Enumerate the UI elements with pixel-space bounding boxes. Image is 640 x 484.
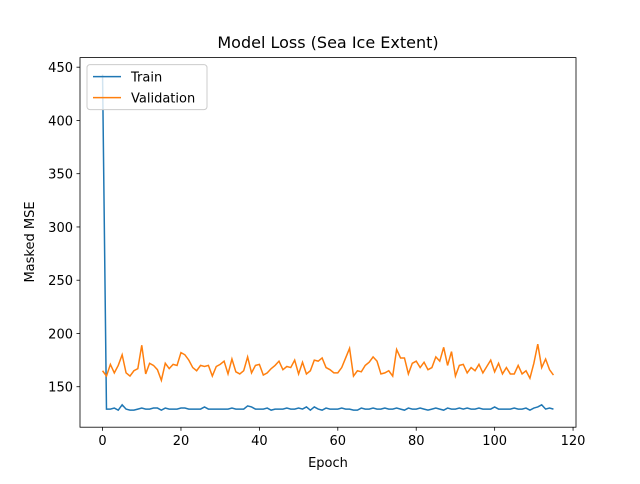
- line-series: [101, 343, 555, 383]
- line-series: [101, 74, 554, 412]
- y-tick-label: 150: [48, 381, 73, 396]
- legend-label: Train: [130, 71, 162, 86]
- x-tick-label: 20: [173, 434, 190, 449]
- x-tick-label: 60: [330, 434, 347, 449]
- axes-frame: [79, 57, 577, 428]
- y-tick-label: 400: [48, 114, 73, 129]
- legend-label: Validation: [131, 92, 195, 107]
- y-tick-label: 200: [48, 327, 73, 342]
- x-tick-label: 120: [561, 434, 586, 449]
- y-axis-label: Masked MSE: [23, 201, 38, 282]
- x-tick-label: 40: [251, 434, 268, 449]
- chart-title: Model Loss (Sea Ice Extent): [217, 33, 438, 52]
- x-tick-label: 0: [98, 434, 106, 449]
- y-tick-label: 450: [48, 61, 73, 76]
- x-tick-label: 100: [482, 434, 507, 449]
- y-tick-label: 350: [48, 168, 73, 183]
- x-axis-label: Epoch: [308, 456, 348, 471]
- y-tick-label: 250: [48, 274, 73, 289]
- y-tick-label: 300: [48, 221, 73, 236]
- x-tick-label: 80: [408, 434, 425, 449]
